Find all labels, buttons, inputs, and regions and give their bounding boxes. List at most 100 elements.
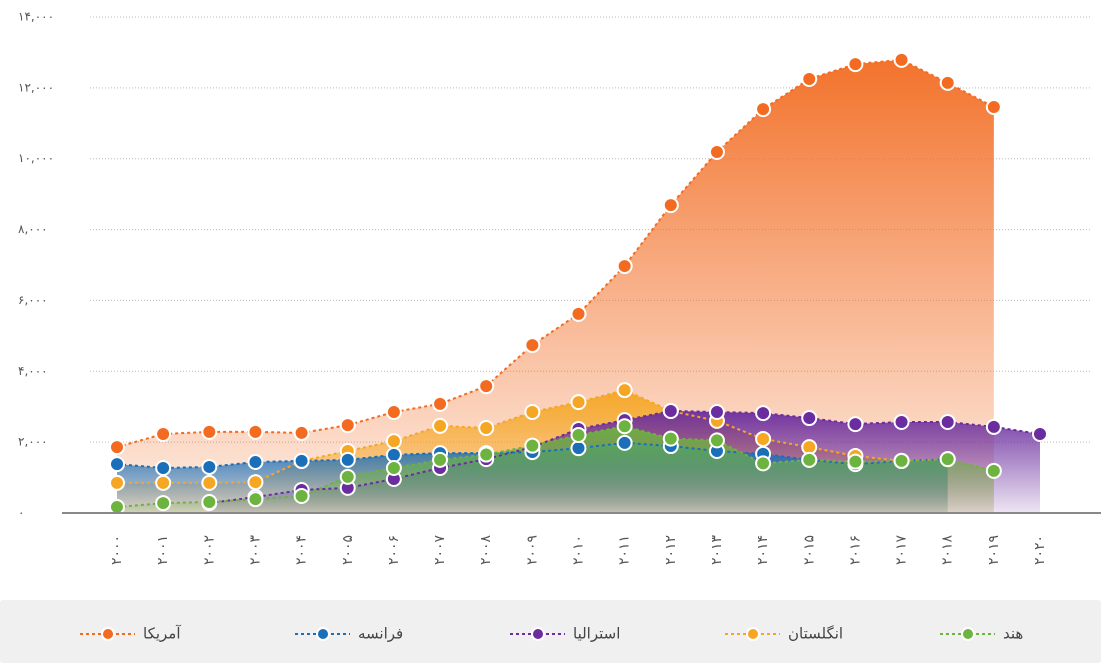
- marker: [708, 404, 725, 421]
- marker: [801, 451, 818, 468]
- marker: [201, 474, 218, 491]
- marker: [662, 402, 679, 419]
- marker: [847, 453, 864, 470]
- marker: [247, 453, 264, 470]
- marker: [201, 494, 218, 511]
- y-tick-label: ۶,۰۰۰: [18, 293, 48, 307]
- legend-marker: [531, 627, 545, 641]
- marker: [478, 378, 495, 395]
- x-tick-label: ۲۰۱۳: [709, 534, 725, 565]
- x-tick-label: ۲۰۱۹: [986, 535, 1002, 565]
- marker: [339, 417, 356, 434]
- x-tick-label: ۲۰۰۳: [247, 534, 263, 565]
- x-tick-label: ۲۰۰۸: [478, 534, 494, 565]
- marker: [616, 258, 633, 275]
- x-tick-label: ۲۰۱۲: [663, 535, 679, 565]
- line: [116, 58, 995, 449]
- marker: [893, 413, 910, 430]
- x-tick-label: ۲۰۲۰: [1032, 535, 1048, 565]
- marker: [524, 404, 541, 421]
- legend-box: [0, 600, 1101, 663]
- x-tick-label: ۲۰۰۹: [524, 535, 540, 565]
- marker: [247, 474, 264, 491]
- legend-marker: [316, 627, 330, 641]
- y-tick-label: ۰: [18, 506, 24, 520]
- marker: [755, 455, 772, 472]
- marker: [155, 460, 172, 477]
- marker: [708, 143, 725, 160]
- marker: [755, 405, 772, 422]
- y-tick-label: ۸,۰۰۰: [18, 222, 48, 236]
- marker: [939, 451, 956, 468]
- legend-label: آمریکا: [143, 625, 181, 643]
- marker: [662, 430, 679, 447]
- marker: [985, 98, 1002, 115]
- marker: [524, 437, 541, 454]
- area: [117, 59, 994, 514]
- marker: [478, 419, 495, 436]
- marker: [432, 395, 449, 412]
- marker: [201, 423, 218, 440]
- x-tick-label: ۲۰۰۱: [155, 535, 171, 565]
- marker: [616, 434, 633, 451]
- y-tick-label: ۲,۰۰۰: [18, 435, 48, 449]
- y-tick-label: ۱۴,۰۰۰: [18, 10, 54, 24]
- legend-marker: [746, 627, 760, 641]
- marker: [985, 418, 1002, 435]
- marker: [339, 468, 356, 485]
- marker: [985, 462, 1002, 479]
- marker: [755, 430, 772, 447]
- x-tick-label: ۲۰۱۸: [940, 534, 956, 565]
- x-tick-label: ۲۰۰۲: [201, 535, 217, 565]
- marker: [893, 452, 910, 469]
- marker: [293, 487, 310, 504]
- marker: [478, 446, 495, 463]
- marker: [893, 51, 910, 68]
- legend-marker: [101, 627, 115, 641]
- marker: [385, 433, 402, 450]
- marker: [109, 439, 125, 456]
- marker: [616, 418, 633, 435]
- marker: [847, 56, 864, 73]
- legend-marker: [961, 627, 975, 641]
- legend-label: هند: [1003, 625, 1023, 643]
- marker: [155, 425, 172, 442]
- x-tick-label: ۲۰۱۰: [571, 535, 587, 565]
- marker: [201, 458, 218, 475]
- marker: [432, 417, 449, 434]
- marker: [708, 432, 725, 449]
- marker: [847, 416, 864, 433]
- x-tick-label: ۲۰۰۰: [109, 535, 125, 565]
- marker: [524, 337, 541, 354]
- marker: [801, 71, 818, 87]
- marker: [109, 474, 125, 491]
- x-tick-label: ۲۰۱۷: [894, 534, 910, 565]
- marker: [385, 460, 402, 477]
- marker: [155, 495, 172, 512]
- legend-label: فرانسه: [358, 625, 403, 643]
- marker: [385, 404, 402, 421]
- x-tick-label: ۲۰۱۵: [801, 535, 817, 565]
- x-tick-label: ۲۰۰۶: [386, 535, 402, 565]
- marker: [247, 491, 264, 508]
- y-tick-label: ۱۰,۰۰۰: [18, 151, 54, 165]
- x-tick-label: ۲۰۰۵: [340, 535, 356, 565]
- marker: [939, 74, 956, 91]
- x-tick-label: ۲۰۱۶: [847, 535, 863, 565]
- marker: [570, 440, 587, 457]
- marker: [801, 410, 818, 427]
- marker: [247, 423, 264, 440]
- legend-label: انگلستان: [788, 625, 843, 643]
- marker: [385, 446, 402, 463]
- marker: [293, 424, 310, 441]
- x-tick-label: ۲۰۰۷: [432, 534, 448, 565]
- marker: [570, 394, 587, 411]
- marker: [939, 413, 956, 430]
- marker: [570, 427, 587, 444]
- marker: [1032, 425, 1048, 442]
- x-tick-label: ۲۰۱۴: [755, 535, 771, 565]
- legend-label: استرالیا: [573, 625, 620, 643]
- marker: [339, 451, 356, 468]
- marker: [109, 498, 125, 515]
